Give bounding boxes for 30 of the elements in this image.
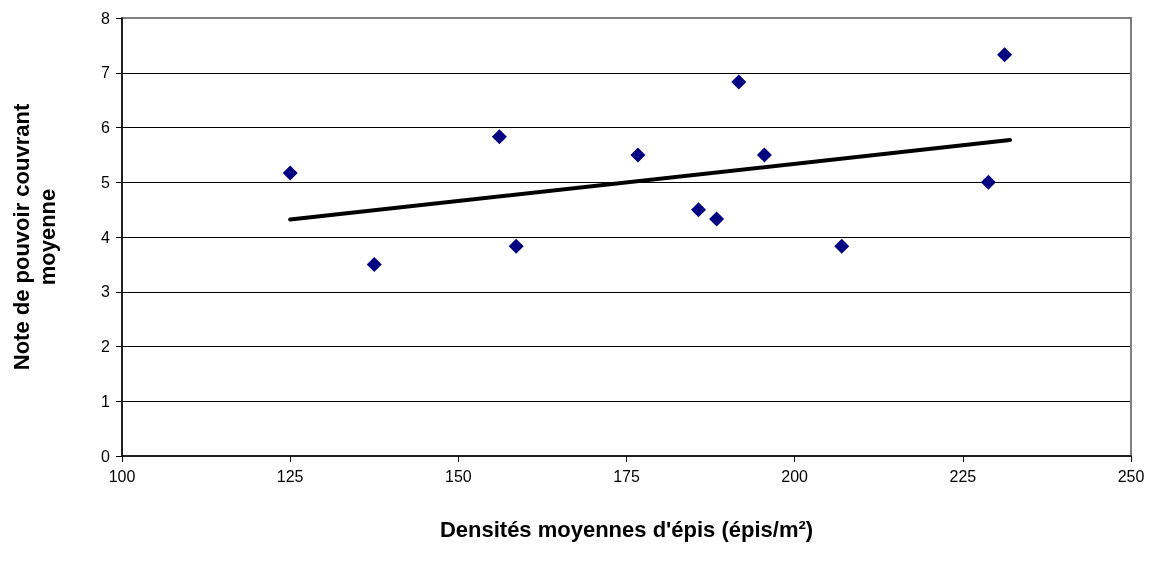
x-tick-label: 250	[1117, 467, 1145, 485]
y-tick-label: 0	[101, 447, 111, 465]
x-axis-title: Densités moyennes d'épis (épis/m²)	[439, 516, 814, 542]
y-tick-label: 4	[101, 228, 111, 246]
x-tick-label: 100	[108, 467, 136, 485]
point	[366, 256, 382, 272]
y-tick-label: 8	[101, 9, 111, 27]
x-tick-label: 200	[781, 467, 809, 485]
point	[980, 174, 996, 190]
point	[282, 165, 298, 181]
point	[756, 147, 772, 163]
point	[997, 47, 1013, 63]
x-tick-label: 225	[949, 467, 977, 485]
x-tick-label: 150	[444, 467, 472, 485]
point	[834, 238, 850, 254]
y-tick-label: 3	[101, 283, 111, 301]
y-tick-label: 1	[101, 392, 111, 410]
y-tick-label: 2	[101, 338, 111, 355]
point	[491, 129, 507, 145]
x-tick-label: 175	[613, 467, 640, 485]
y-tick-label: 6	[101, 119, 111, 136]
point	[731, 74, 747, 90]
y-tick-label: 7	[101, 64, 111, 82]
point	[508, 238, 524, 254]
point	[690, 202, 706, 218]
point	[709, 211, 725, 227]
y-axis-title: Note de pouvoir couvrant moyenne	[8, 103, 60, 371]
point	[630, 147, 646, 163]
y-tick-label: 5	[101, 173, 111, 191]
x-tick-label: 125	[276, 467, 304, 485]
